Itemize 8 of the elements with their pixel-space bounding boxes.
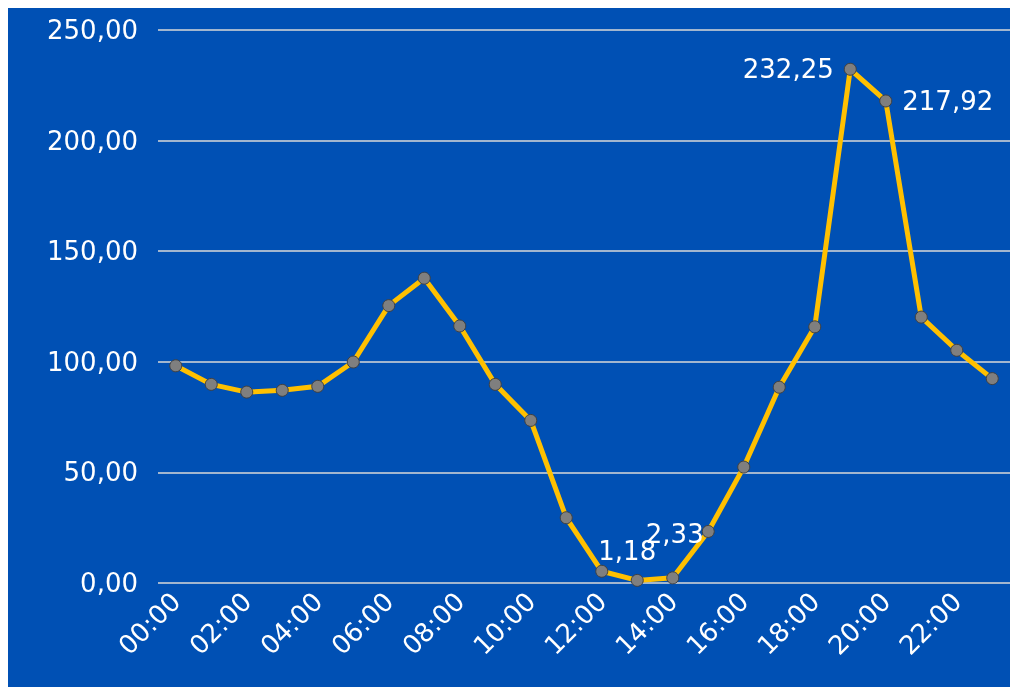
data-label: 232,25 [742,54,834,85]
y-tick-label: 50,00 [63,457,138,488]
y-tick-label: 150,00 [47,236,138,267]
y-tick-label: 200,00 [47,125,138,156]
y-tick-label: 250,00 [47,15,138,45]
y-tick-label: 100,00 [47,346,138,377]
data-label: 217,92 [902,85,994,116]
y-tick-label: 0,00 [80,568,138,598]
